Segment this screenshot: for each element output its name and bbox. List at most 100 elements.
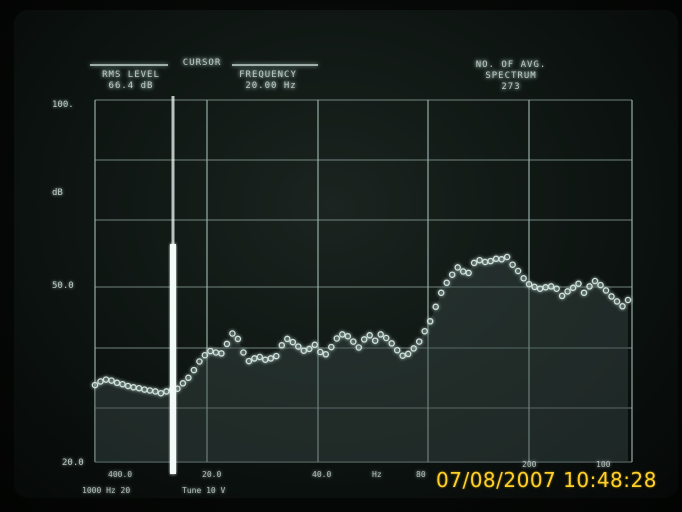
trace-point (179, 380, 187, 387)
trace-point (196, 358, 203, 365)
trace-point (273, 352, 280, 360)
trace-point (465, 269, 472, 277)
rms-level-label: RMS LEVEL (102, 70, 160, 80)
trace-point (575, 280, 582, 287)
trace-point (322, 351, 330, 358)
x-tick-label-5: 80 (416, 470, 426, 479)
trace-point (152, 388, 159, 395)
trace-point (306, 345, 313, 353)
trace-point (553, 285, 560, 292)
cursor-line-upper[interactable] (171, 96, 175, 246)
trace-point (437, 289, 445, 297)
trace-point (602, 287, 610, 294)
trace-point (97, 378, 104, 385)
trace-point (613, 298, 621, 305)
trace-point (624, 296, 632, 304)
trace-point (284, 335, 291, 343)
trace-point (108, 377, 115, 384)
trace-point (454, 264, 461, 271)
x-tick-label-2: 20.0 (202, 470, 222, 479)
trace-point (91, 381, 99, 389)
y-axis-top-label: 100. (52, 100, 74, 110)
trace-point (360, 336, 368, 343)
trace-point (267, 355, 275, 362)
trace-point (586, 283, 593, 290)
trace-point (443, 279, 450, 287)
y-axis-unit-label: dB (52, 188, 63, 198)
trace-point (344, 332, 352, 340)
trace-point (377, 331, 384, 338)
x-tick-label-4: Hz (372, 470, 382, 479)
frequency-value: 20.00 Hz (245, 81, 297, 91)
header-dash-left (90, 64, 168, 66)
trace-point (157, 389, 165, 397)
trace-point (421, 327, 428, 335)
spectrum-area-fill (95, 257, 628, 462)
trace-point (531, 283, 538, 291)
trace-point (234, 335, 242, 343)
cursor-label: CURSOR (182, 58, 222, 68)
averages-label: NO. OF AVG. (475, 60, 547, 70)
trace-point (317, 348, 324, 356)
trace-point (410, 345, 417, 352)
trace-point (569, 284, 577, 292)
trace-point (245, 357, 253, 365)
trace-point (339, 331, 346, 338)
trace-point (591, 277, 599, 285)
trace-point (525, 280, 533, 288)
trace-point (223, 340, 231, 348)
trace-point (185, 374, 192, 382)
trace-point (371, 337, 379, 344)
trace-point (393, 346, 401, 354)
frequency-label: FREQUENCY (239, 70, 297, 80)
trace-point (509, 261, 516, 268)
trace-point (328, 343, 335, 351)
trace-point (597, 281, 604, 289)
trace-point (415, 338, 423, 345)
trace-point (350, 338, 357, 345)
y-axis-bottom-label: 20.0 (62, 458, 84, 468)
header-dash-right (232, 64, 318, 66)
trace-point (119, 380, 126, 388)
trace-point (487, 257, 494, 265)
trace-point (619, 303, 626, 310)
trace-point (201, 351, 209, 359)
trace-point (448, 271, 456, 278)
trace-point (300, 347, 308, 354)
trace-point (218, 350, 225, 357)
rms-level-value: 66.4 dB (108, 81, 154, 91)
trace-point (558, 292, 566, 300)
trace-point (470, 259, 478, 267)
trace-point (311, 341, 319, 349)
spectrum-trace (91, 253, 632, 397)
spectrum-count: 273 (501, 82, 521, 92)
y-axis-mid-label: 50.0 (52, 281, 74, 291)
trace-point (256, 353, 264, 361)
trace-point (366, 332, 373, 339)
trace-point (229, 330, 236, 337)
footer-line-1: 1000 Hz 20 (82, 486, 131, 495)
trace-point (520, 275, 527, 282)
trace-point (432, 303, 439, 311)
trace-point (355, 344, 363, 351)
trace-point (547, 283, 555, 290)
trace-point (240, 349, 247, 356)
trace-point (503, 253, 511, 261)
trace-point (333, 335, 341, 342)
trace-point (295, 343, 302, 350)
trace-point (514, 267, 522, 275)
trace-point (388, 340, 395, 347)
plot-grid (94, 99, 633, 463)
spectrum-label: SPECTRUM (485, 71, 537, 81)
cursor-line[interactable] (170, 244, 176, 474)
trace-point (382, 334, 390, 342)
x-tick-label-7: 100 (596, 460, 611, 469)
trace-point (190, 366, 198, 374)
trace-point (498, 256, 505, 263)
trace-point (476, 256, 483, 264)
x-tick-label-1: 400.0 (108, 470, 133, 479)
crt-screen (14, 10, 678, 498)
trace-point (399, 352, 406, 359)
x-tick-label-6: 200 (522, 460, 537, 469)
